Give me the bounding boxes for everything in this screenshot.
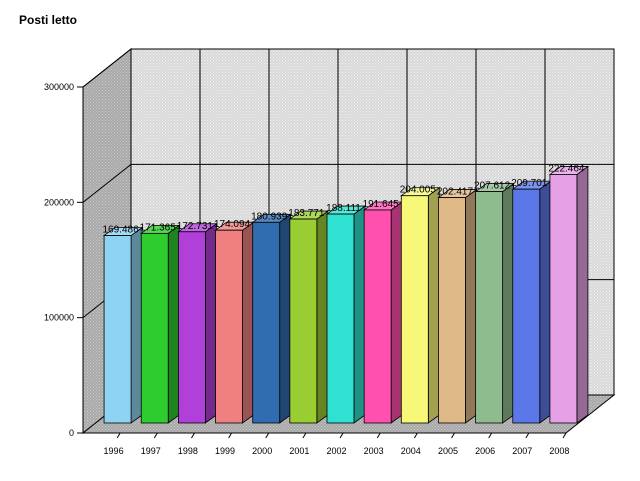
bar-front [326,213,355,424]
bar-front [475,191,504,424]
bar [511,180,552,424]
bar-side [427,186,440,424]
x-tick-label: 1997 [141,446,161,456]
bar [288,210,330,424]
bars-group [102,165,590,424]
bar-side [316,210,329,424]
y-tick-label: 300000 [44,82,74,92]
bar [251,213,292,424]
bar-front [177,231,206,424]
axes-group: 1996 1997 1998 1999 2000 2001 2002 2003 2004 2005… [44,82,569,456]
bar-front [400,195,429,424]
y-tick-label: 100000 [44,313,74,323]
x-tick-mark [265,432,270,439]
bar-side [576,165,589,424]
x-tick-label: 2001 [289,446,309,456]
x-tick-mark [153,432,158,439]
bar [548,165,590,424]
bar-front [103,235,132,424]
bar-front [549,174,578,424]
bar [325,205,367,424]
bar [214,221,255,424]
gridline-side [82,163,132,203]
bar [400,186,441,424]
data-label: 183.771 [288,208,325,219]
bar-side [353,205,366,424]
bar-side [204,222,217,424]
x-tick-mark [525,432,530,439]
gridline-side [82,48,132,88]
data-label: 209.701 [511,178,548,189]
x-tick-label: 2007 [512,446,532,456]
x-tick-label: 2002 [326,446,346,456]
y-tick-label: 0 [69,428,74,438]
data-label: 180.939 [251,211,288,222]
x-tick-mark [488,432,493,439]
bar-front [438,197,466,424]
x-tick-mark [302,432,307,439]
x-tick-mark [116,432,121,439]
x-tick-label: 2006 [475,446,495,456]
x-tick-label: 2000 [252,446,272,456]
x-tick-mark [451,432,455,439]
data-label: 174.094 [214,219,251,230]
bar [102,226,144,424]
x-tick-label: 2003 [364,446,384,456]
x-tick-mark [339,432,344,439]
bar-front [512,188,541,424]
x-tick-label: 1999 [215,446,235,456]
x-tick-mark [413,432,418,439]
bar-side [279,213,292,424]
x-tick-label: 2004 [401,446,421,456]
bar-side [539,180,552,424]
x-tick-mark [376,432,381,439]
bar [362,201,404,424]
bar-side [390,201,403,424]
data-label: 169.486 [102,225,139,236]
bar [474,182,515,424]
x-tick-label: 2008 [549,446,569,456]
bar-front [289,218,318,424]
bar-side [130,226,143,424]
y-tick-label: 200000 [44,197,74,207]
data-label: 202.417 [437,187,474,198]
bar-side [502,182,515,424]
bar-side [465,188,477,424]
x-tick-label: 2005 [438,446,458,456]
data-label: 204.005 [400,185,437,196]
data-label: 191.645 [363,199,400,210]
x-tick-label: 1998 [178,446,198,456]
data-label: 207.612 [474,181,511,192]
bar-front [215,229,243,424]
x-tick-label: 1996 [104,446,124,456]
bar [437,188,478,424]
data-label: 222.464 [548,163,585,174]
x-tick-mark [562,432,567,439]
x-tick-mark [228,432,233,439]
bar-side [167,224,180,424]
x-tick-mark [191,432,195,439]
data-label: 188.111 [326,203,361,214]
data-label: 172.731 [177,221,214,232]
bar-front [363,209,392,424]
bar-front [140,232,169,424]
bar-side [242,221,254,424]
bar [177,222,218,424]
bar [140,224,181,424]
chart-title: Posti letto [19,13,78,27]
bar-front [252,221,281,424]
data-label: 171.365 [140,222,177,233]
